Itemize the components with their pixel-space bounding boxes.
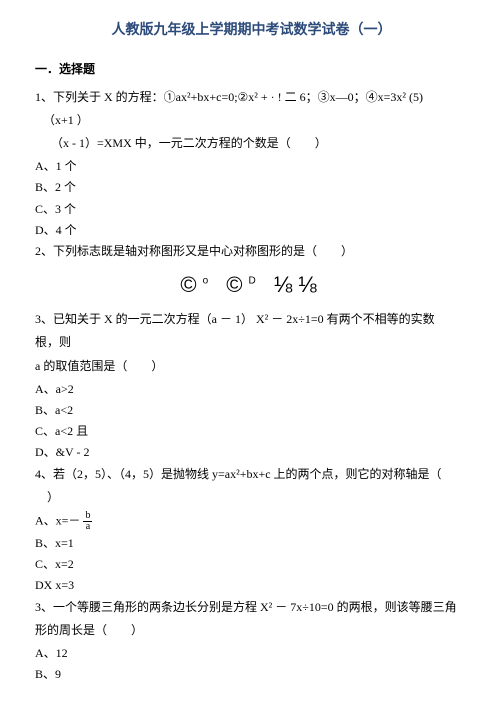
q4-opt-b: B、x=1 [35,534,468,553]
q1-line3: （x - 1）=XMX 中，一元二次方程的个数是（ ） [51,134,468,153]
q5-line1: 3、一个等腰三角形的两条边长分别是方程 X² － 7x÷10=0 的两根，则该等… [35,598,468,617]
q3-opt-b: B、a<2 [35,401,468,420]
q4-opt-d: DX x=3 [35,576,468,595]
q4-line2: ） [35,488,468,507]
q4-opt-a: A、x=－ ba [35,511,468,532]
sym-c2: © [226,272,248,297]
q3-opt-c: C、a<2 且 [35,422,468,441]
symbol-row: ©o ©D ⅛⅛ [35,267,468,302]
q1-opt-d: D、4 个 [35,221,468,240]
section-heading: 一．选择题 [35,60,468,79]
sym-18a: ⅛ [274,272,298,297]
page-title: 人教版九年级上学期期中考试数学试卷（一） [35,20,468,42]
q1-opt-c: C、3 个 [35,200,468,219]
q4-line1: 4、若（2，5）、（4，5）是抛物线 y=ax²+bx+c 上的两个点，则它的对… [35,465,468,484]
q3-line1: 3、已知关于 X 的一元二次方程（a － 1） X² － 2x÷1=0 有两个不… [35,310,468,329]
q1-opt-a: A、1 个 [35,157,468,176]
q4a-pre: A、x=－ [35,513,83,527]
q1-line2: （x+1 ） [43,111,468,130]
q3-line3: a 的取值范围是（ ） [35,357,468,376]
q3-opt-d: D、&V - 2 [35,443,468,462]
q3-line2: 根，则 [35,333,468,352]
q4a-fraction: ba [83,511,92,532]
sym-d: D [249,276,262,287]
q1-opt-b: B、2 个 [35,178,468,197]
q4-opt-c: C、x=2 [35,555,468,574]
q4a-den: a [83,522,92,532]
q2-text: 2、下列标志既是轴对称图形又是中心对称图形的是（ ） [35,242,468,261]
sym-18b: ⅛ [298,272,322,297]
q5-opt-b: B、9 [35,665,468,684]
q5-line2: 形的周长是（ ） [35,621,468,640]
q3-opt-a: A、a>2 [35,380,468,399]
q1-line1: 1、下列关于 X 的方程：①ax²+bx+c=0;②x² + · ! 二 6；③… [35,88,468,107]
q5-opt-a: A、12 [35,644,468,663]
sym-c1: © [180,272,202,297]
sym-o: o [203,276,215,287]
